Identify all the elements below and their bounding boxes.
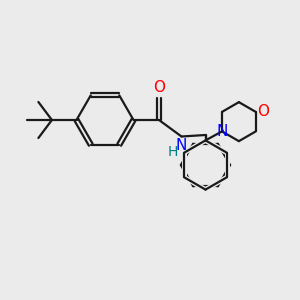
Text: N: N xyxy=(176,138,187,153)
Text: O: O xyxy=(257,104,269,119)
Text: H: H xyxy=(168,145,178,159)
Text: N: N xyxy=(216,124,228,139)
Text: O: O xyxy=(153,80,165,95)
